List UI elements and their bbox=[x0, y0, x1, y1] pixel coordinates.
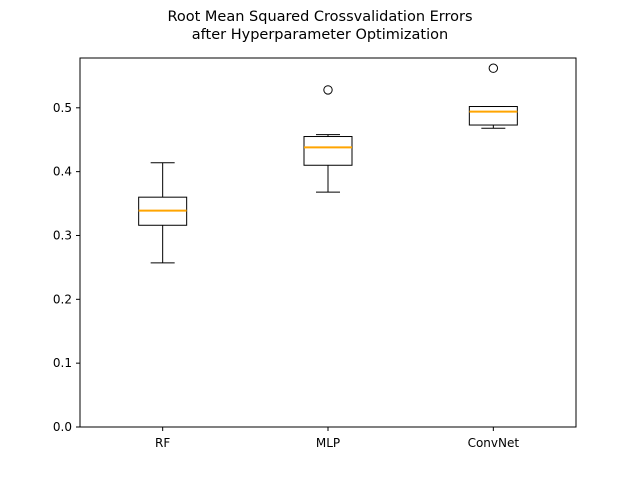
chart-title-line-1: Root Mean Squared Crossvalidation Errors bbox=[167, 9, 473, 25]
y-tick-label: 0.0 bbox=[53, 420, 72, 434]
plot-frame bbox=[79, 57, 577, 428]
y-tick-label: 0.1 bbox=[53, 356, 72, 370]
x-tick-label: MLP bbox=[316, 436, 340, 450]
outlier-point bbox=[323, 85, 333, 95]
x-tick-label: RF bbox=[155, 436, 170, 450]
box-iqr bbox=[468, 106, 518, 126]
y-tick-label: 0.4 bbox=[53, 165, 72, 179]
box-iqr bbox=[303, 136, 353, 166]
x-tick-label: ConvNet bbox=[468, 436, 520, 450]
chart-title-line-2: after Hyperparameter Optimization bbox=[191, 27, 449, 43]
outlier-point bbox=[488, 63, 499, 73]
y-tick-label: 0.3 bbox=[53, 228, 72, 242]
chart-title: Root Mean Squared Crossvalidation Errors… bbox=[0, 8, 640, 44]
y-tick-label: 0.5 bbox=[53, 101, 72, 115]
y-tick-label: 0.2 bbox=[53, 292, 72, 306]
